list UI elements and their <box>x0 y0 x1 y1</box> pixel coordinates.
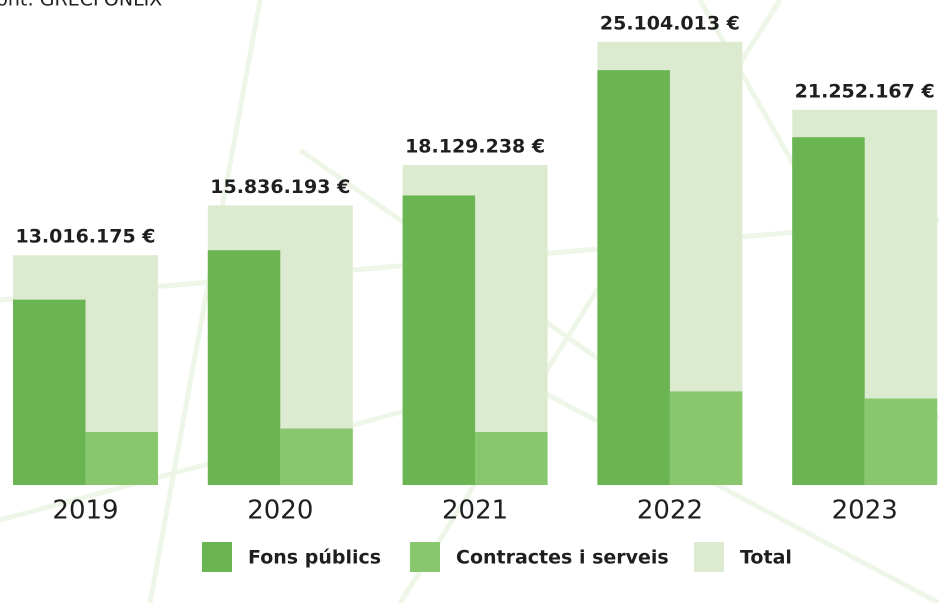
bar <box>280 428 353 485</box>
legend-label: Total <box>740 547 792 569</box>
x-tick-label: 2021 <box>442 496 508 526</box>
x-tick-label: 2023 <box>832 496 898 526</box>
x-tick-label: 2022 <box>637 496 703 526</box>
x-tick-label: 2020 <box>247 496 313 526</box>
legend-swatch <box>410 542 440 572</box>
bar <box>207 250 281 485</box>
bar <box>792 137 865 485</box>
x-tick-label: 2019 <box>52 496 118 526</box>
value-label: 13.016.175 € <box>15 226 155 248</box>
bar <box>13 299 86 485</box>
legend-swatch <box>202 542 232 572</box>
legend-label: Fons públics <box>248 547 381 569</box>
legend-swatch <box>694 542 724 572</box>
bar <box>597 70 670 485</box>
value-label: 18.129.238 € <box>405 135 545 157</box>
bar <box>85 432 158 485</box>
bar <box>669 391 743 485</box>
value-label: 21.252.167 € <box>795 80 935 102</box>
legend-label: Contractes i serveis <box>456 547 669 569</box>
bar <box>864 398 938 485</box>
bar <box>475 432 548 485</box>
value-label: 25.104.013 € <box>600 12 740 34</box>
subtitle: Font: GRECFONLIX <box>0 0 162 11</box>
value-label: 15.836.193 € <box>210 176 350 198</box>
bar <box>402 195 476 485</box>
